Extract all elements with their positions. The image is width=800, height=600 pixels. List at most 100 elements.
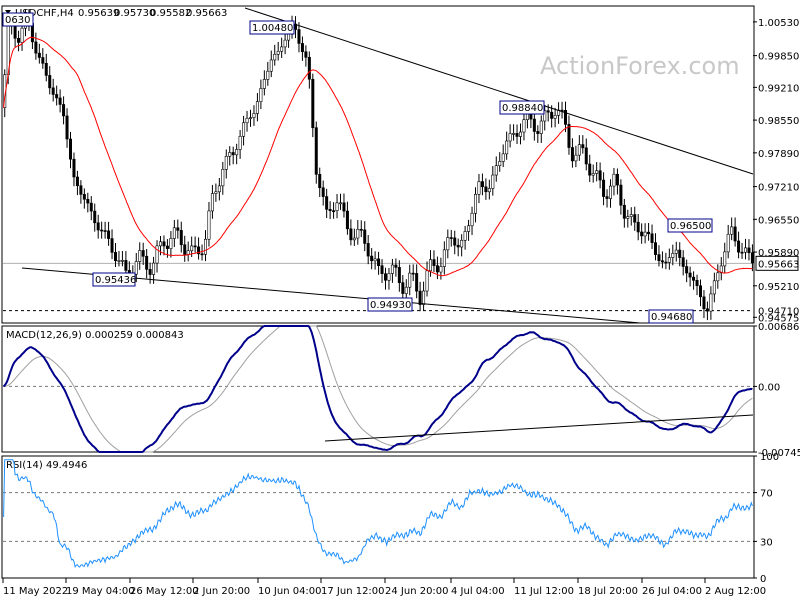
collapse-arrow-icon[interactable]: [5, 10, 11, 14]
candle: [557, 102, 561, 124]
candle: [570, 138, 574, 168]
candle: [484, 178, 488, 200]
y-tick-label: 0.95890: [758, 248, 799, 259]
candle: [363, 221, 367, 252]
rsi-panel-frame: [1, 455, 755, 579]
candle: [505, 131, 509, 160]
candle: [647, 222, 651, 241]
candle: [273, 44, 277, 66]
candle: [698, 279, 702, 307]
x-tick-label: 17 Jun 12:00: [321, 586, 385, 597]
candle: [318, 167, 322, 197]
candle: [335, 193, 339, 219]
candle: [539, 115, 543, 144]
candle: [134, 252, 138, 283]
candle: [743, 238, 747, 260]
annotation-label: 0630: [5, 15, 30, 26]
candle: [79, 180, 83, 204]
candle: [512, 124, 516, 141]
candle: [543, 104, 547, 131]
x-tick-label: 4 Jul 04:00: [451, 586, 505, 597]
candle: [650, 224, 654, 249]
annotation-label: 0.94680: [651, 312, 692, 323]
ohlc-low: 0.95582: [150, 8, 191, 19]
annotation-label: 1.00480: [252, 23, 293, 34]
x-tick-label: 26 May 12:00: [130, 586, 199, 597]
candle: [498, 152, 502, 172]
rsi-line: [3, 459, 753, 568]
rsi-axis: 100 70 30 0: [753, 452, 779, 585]
ohlc-open: 0.95639: [78, 8, 119, 19]
candle: [477, 174, 481, 204]
candle: [245, 110, 249, 132]
candle: [145, 248, 149, 279]
candle: [584, 138, 588, 171]
rsi-tick-label: 30: [760, 537, 773, 548]
candle: [55, 85, 59, 106]
candle: [494, 156, 498, 182]
candle: [345, 201, 349, 235]
candle: [48, 66, 52, 95]
annotation-label: 0.98840: [502, 103, 543, 114]
macd-tick-label: 0.006861: [758, 322, 800, 333]
candle: [422, 281, 426, 311]
candle: [394, 258, 398, 277]
candle: [550, 105, 554, 128]
candle: [574, 145, 578, 168]
candle: [709, 286, 713, 320]
candle: [179, 221, 183, 253]
price-annotation: 1.00480: [249, 20, 295, 35]
candle: [435, 256, 439, 280]
candle: [602, 172, 606, 206]
price-axis: 1.00530 0.99850 0.99210 0.98550 0.97890 0.972…: [753, 18, 799, 324]
y-tick-label: 0.94575: [758, 313, 799, 324]
candle: [41, 48, 45, 69]
x-tick-label: 10 Jun 04:00: [258, 586, 322, 597]
candle: [349, 219, 353, 246]
candle: [300, 36, 304, 61]
candle: [138, 242, 142, 270]
candle: [619, 179, 623, 215]
candle: [636, 213, 640, 241]
candle: [69, 131, 73, 169]
y-tick-label: 1.00530: [758, 18, 799, 29]
candle: [750, 244, 754, 272]
candle: [321, 180, 325, 206]
candle: [235, 143, 239, 165]
candle: [207, 201, 211, 247]
y-tick-label: 0.99210: [758, 83, 799, 94]
candle: [491, 166, 495, 196]
price-annotation: 0630: [2, 12, 34, 27]
ohlc-close: 0.95663: [186, 8, 227, 19]
candle: [259, 79, 263, 110]
candle: [657, 245, 661, 267]
candle: [581, 135, 585, 154]
candle: [615, 168, 619, 195]
candle: [352, 228, 356, 246]
candle: [397, 260, 401, 292]
candle: [377, 251, 381, 275]
candle: [283, 31, 287, 55]
candle: [737, 231, 741, 259]
candle: [660, 251, 664, 269]
annotation-label: 0.95436: [95, 275, 136, 286]
candle: [75, 170, 79, 196]
candle: [224, 149, 228, 179]
macd-tick-label: 0.00: [758, 382, 780, 393]
candle: [366, 235, 370, 265]
candle: [536, 125, 540, 143]
candle: [93, 203, 97, 232]
x-tick-label: 11 Jul 12:00: [514, 586, 574, 597]
candle: [553, 107, 557, 128]
candle: [62, 96, 66, 125]
candle: [560, 101, 564, 119]
candle: [532, 112, 536, 141]
candle: [210, 184, 214, 219]
macd-panel-frame: [1, 325, 755, 453]
x-tick-label: 2 Jun 20:00: [193, 586, 250, 597]
candle: [567, 115, 571, 155]
candle: [356, 220, 360, 245]
candle: [733, 217, 737, 247]
candle: [252, 105, 256, 126]
